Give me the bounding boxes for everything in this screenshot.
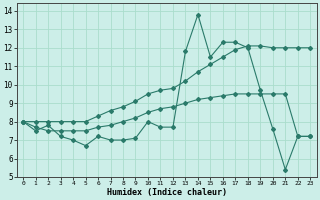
X-axis label: Humidex (Indice chaleur): Humidex (Indice chaleur) xyxy=(107,188,227,197)
